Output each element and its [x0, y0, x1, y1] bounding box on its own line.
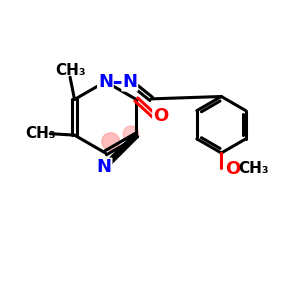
Text: O: O: [225, 160, 240, 178]
Text: N: N: [97, 158, 112, 176]
Circle shape: [102, 133, 120, 151]
Text: N: N: [122, 73, 137, 91]
Circle shape: [123, 126, 139, 141]
Text: CH₃: CH₃: [238, 161, 269, 176]
Text: CH₃: CH₃: [25, 126, 56, 141]
Text: N: N: [98, 73, 113, 91]
Text: CH₃: CH₃: [55, 63, 86, 78]
Text: O: O: [153, 107, 168, 125]
